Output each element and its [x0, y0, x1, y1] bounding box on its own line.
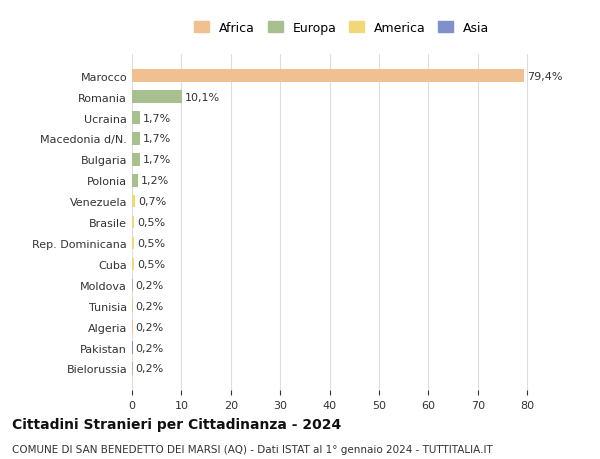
Legend: Africa, Europa, America, Asia: Africa, Europa, America, Asia: [191, 18, 493, 38]
Text: 0,2%: 0,2%: [136, 322, 164, 332]
Text: 1,7%: 1,7%: [143, 113, 171, 123]
Bar: [132, 91, 182, 104]
Text: 0,2%: 0,2%: [136, 301, 164, 311]
Text: 0,5%: 0,5%: [137, 259, 165, 269]
Bar: [132, 174, 138, 187]
Text: 79,4%: 79,4%: [527, 72, 562, 82]
Bar: [132, 258, 134, 271]
Bar: [132, 363, 133, 375]
Bar: [132, 133, 140, 146]
Text: 1,7%: 1,7%: [143, 155, 171, 165]
Text: 1,7%: 1,7%: [143, 134, 171, 144]
Text: COMUNE DI SAN BENEDETTO DEI MARSI (AQ) - Dati ISTAT al 1° gennaio 2024 - TUTTITA: COMUNE DI SAN BENEDETTO DEI MARSI (AQ) -…: [12, 444, 493, 454]
Bar: [132, 321, 133, 333]
Bar: [132, 341, 133, 354]
Bar: [132, 237, 134, 250]
Text: 0,5%: 0,5%: [137, 218, 165, 228]
Bar: [132, 196, 136, 208]
Bar: [132, 70, 524, 83]
Bar: [132, 154, 140, 166]
Text: 0,2%: 0,2%: [136, 343, 164, 353]
Bar: [132, 216, 134, 229]
Text: 0,7%: 0,7%: [138, 197, 166, 207]
Text: 0,2%: 0,2%: [136, 364, 164, 374]
Bar: [132, 279, 133, 291]
Bar: [132, 112, 140, 124]
Bar: [132, 300, 133, 312]
Text: 0,5%: 0,5%: [137, 239, 165, 248]
Text: 1,2%: 1,2%: [140, 176, 169, 186]
Text: 10,1%: 10,1%: [184, 92, 220, 102]
Text: 0,2%: 0,2%: [136, 280, 164, 290]
Text: Cittadini Stranieri per Cittadinanza - 2024: Cittadini Stranieri per Cittadinanza - 2…: [12, 418, 341, 431]
